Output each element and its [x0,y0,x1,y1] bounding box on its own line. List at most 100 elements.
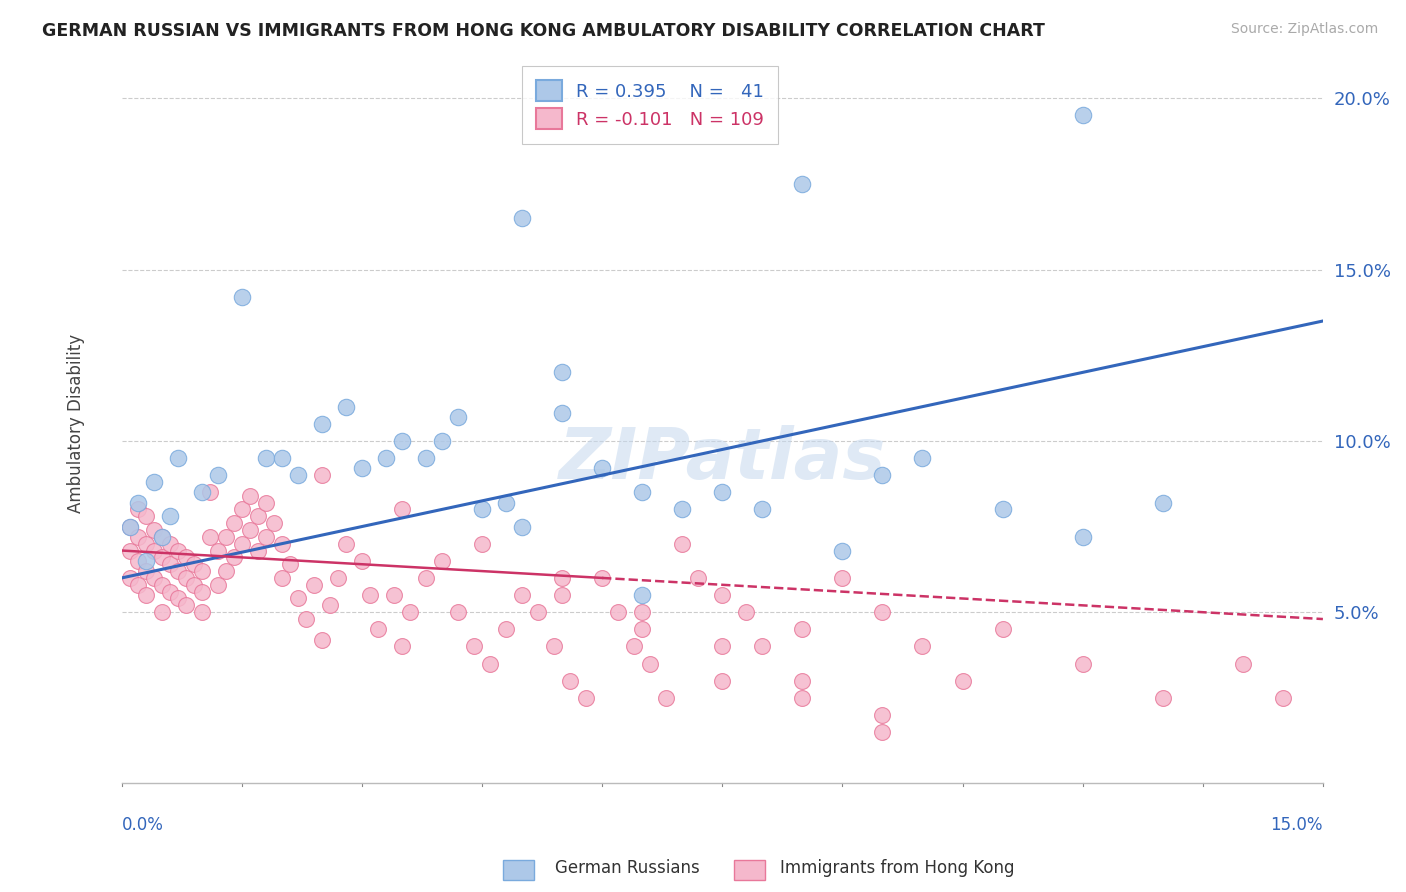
Point [510,588,533,602]
Point [118,571,141,585]
Point [1232,657,1254,671]
Point [751,640,773,654]
Point [142,571,165,585]
Point [751,502,773,516]
Point [350,554,373,568]
Point [311,468,333,483]
Point [190,605,212,619]
Point [142,523,165,537]
Point [510,211,533,226]
Text: Ambulatory Disability: Ambulatory Disability [67,334,84,513]
Point [382,588,405,602]
Point [150,530,173,544]
Point [391,502,413,516]
Point [391,640,413,654]
Point [551,407,574,421]
Point [174,550,197,565]
Point [159,584,181,599]
Point [190,584,212,599]
Point [254,530,277,544]
Point [135,588,157,602]
Point [174,599,197,613]
Point [222,516,245,530]
Point [1152,495,1174,509]
Text: 0.0%: 0.0% [122,816,163,834]
Point [792,177,814,191]
Point [631,588,654,602]
Point [142,543,165,558]
Point [135,554,157,568]
Point [215,530,238,544]
Point [872,725,894,739]
Point [688,571,710,585]
Point [415,450,437,465]
Point [350,461,373,475]
Point [287,591,309,606]
Point [991,502,1014,516]
Point [415,571,437,585]
Point [792,623,814,637]
Point [222,550,245,565]
Point [127,530,149,544]
Point [631,623,654,637]
Point [430,434,453,448]
Point [575,690,598,705]
Point [872,708,894,723]
Legend: R = 0.395    N =   41, R = -0.101   N = 109: R = 0.395 N = 41, R = -0.101 N = 109 [522,66,779,144]
Point [591,571,613,585]
Point [311,632,333,647]
Point [335,400,357,414]
Point [207,578,229,592]
Point [239,523,262,537]
Text: ZIPatlas: ZIPatlas [558,425,886,494]
Point [254,495,277,509]
Text: Immigrants from Hong Kong: Immigrants from Hong Kong [780,859,1015,877]
Point [447,605,470,619]
Point [118,519,141,533]
Point [118,543,141,558]
Point [367,623,389,637]
Point [198,485,221,500]
Point [463,640,485,654]
Point [1071,108,1094,122]
Point [911,640,934,654]
Point [270,537,292,551]
Point [671,502,693,516]
Point [166,543,188,558]
Point [166,591,188,606]
Point [399,605,422,619]
Text: Source: ZipAtlas.com: Source: ZipAtlas.com [1230,22,1378,37]
Point [631,605,654,619]
Point [302,578,325,592]
Point [239,489,262,503]
Point [174,571,197,585]
Point [1152,690,1174,705]
Point [872,605,894,619]
Point [127,554,149,568]
Point [183,578,205,592]
Text: 15.0%: 15.0% [1271,816,1323,834]
Point [127,578,149,592]
Point [374,450,396,465]
Point [551,365,574,379]
Point [231,502,253,516]
Point [631,485,654,500]
Point [495,623,517,637]
Point [198,530,221,544]
Point [952,673,974,688]
Point [735,605,758,619]
Point [135,537,157,551]
Point [246,543,269,558]
Text: German Russians: German Russians [555,859,700,877]
Point [335,537,357,551]
Text: GERMAN RUSSIAN VS IMMIGRANTS FROM HONG KONG AMBULATORY DISABILITY CORRELATION CH: GERMAN RUSSIAN VS IMMIGRANTS FROM HONG K… [42,22,1045,40]
Point [1271,690,1294,705]
Point [207,543,229,558]
Point [159,509,181,524]
Point [254,450,277,465]
Point [792,690,814,705]
Point [135,509,157,524]
Point [190,564,212,578]
Point [159,558,181,572]
Point [295,612,318,626]
